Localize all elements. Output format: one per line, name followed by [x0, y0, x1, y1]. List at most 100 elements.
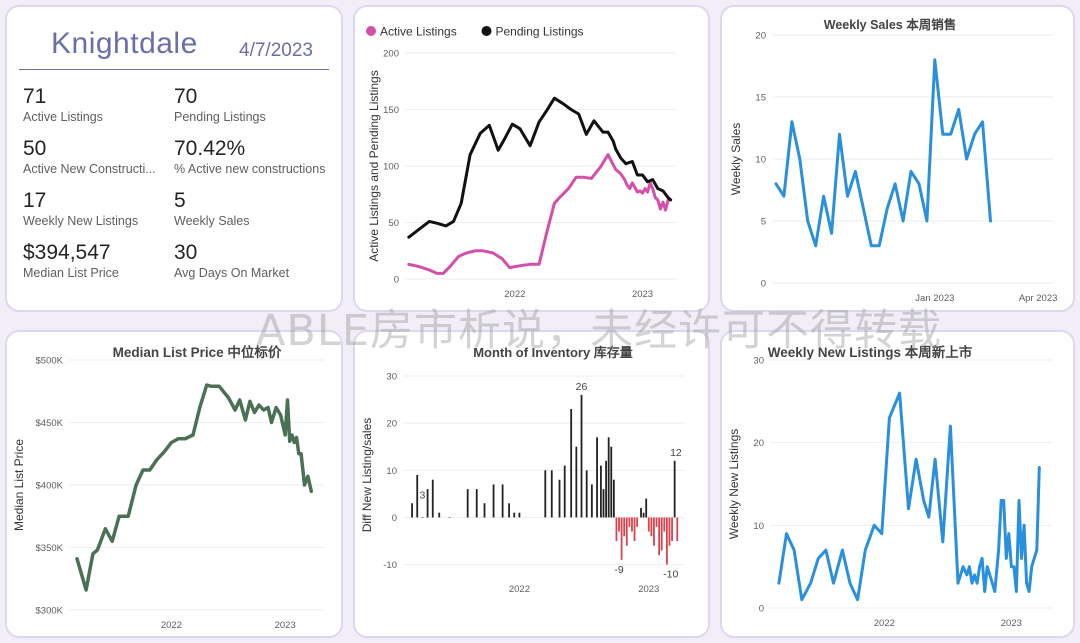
y-axis-label: Weekly Sales [729, 123, 743, 195]
x-tick-label: 2022 [874, 618, 895, 629]
median-price-card: Median List Price 中位标价 $300K $350K $400K $45… [5, 330, 343, 638]
inventory-bar [483, 503, 486, 518]
inventory-bar [580, 394, 583, 518]
y-axis-label: Active Listings and Pending Listings [367, 70, 381, 261]
inventory-bar [438, 512, 441, 518]
inventory-bar [416, 475, 419, 518]
chart-title: Weekly Sales 本周销售 [824, 17, 956, 32]
city-title: Knightdale [51, 27, 198, 60]
x-tick-label: 2022 [509, 584, 530, 595]
inventory-card: Month of Inventory 库存量 -10 0 10 20 30 2022 2023… [353, 330, 710, 638]
inventory-bar [605, 460, 607, 518]
kpi-label: % Active new constructions [174, 162, 326, 176]
y-tick-label: 0 [759, 604, 764, 615]
y-tick-label: 15 [755, 93, 766, 104]
x-tick-label: 2023 [275, 620, 296, 631]
inventory-bar [600, 465, 602, 518]
month-of-inventory-chart: Month of Inventory 库存量 -10 0 10 20 30 2022 2023… [360, 345, 685, 595]
y-tick-label: 100 [383, 162, 399, 173]
y-tick-label: 0 [392, 513, 397, 524]
y-tick-label: $300K [36, 606, 64, 617]
y-tick-label: $400K [36, 481, 64, 492]
inventory-bar [615, 517, 618, 541]
y-axis-label: Diff New Listing/sales [360, 418, 374, 533]
inventory-bar [421, 517, 424, 518]
x-tick-label: 2023 [1001, 618, 1022, 629]
inventory-bar [596, 437, 598, 518]
y-tick-label: 20 [386, 419, 397, 430]
inventory-bar [475, 489, 478, 518]
series-line-pending-listings [407, 96, 673, 239]
series-line-median-list-price [75, 383, 314, 592]
inventory-bar [492, 484, 495, 518]
data-label: 3 [419, 489, 425, 501]
y-tick-label: 5 [761, 217, 766, 228]
kpi-weekly-new-listings: 17 Weekly New Listings [23, 189, 178, 229]
y-tick-label: 10 [386, 466, 397, 477]
y-tick-label: $350K [36, 543, 64, 554]
inventory-bar [658, 517, 661, 556]
inventory-bar [570, 409, 573, 518]
inventory-bar [625, 517, 628, 546]
y-tick-label: -10 [383, 560, 397, 571]
y-tick-label: 0 [394, 275, 399, 286]
kpi-label: Weekly New Listings [23, 214, 139, 228]
chart-title: Month of Inventory 库存量 [473, 345, 633, 360]
new-listings-card: Weekly New Listings 本周新上市 0 10 20 30 2022 2023… [720, 330, 1075, 638]
listings-chart-card: 0 50 100 150 200 2022 2023 Active Listings and … [353, 5, 710, 312]
inventory-bar [612, 479, 615, 518]
kpi-active-listings: 71 Active Listings [23, 85, 178, 125]
inventory-bar [575, 446, 578, 518]
x-tick-label: 2023 [638, 584, 659, 595]
kpi-value: 50 [23, 137, 47, 160]
x-tick-label: Jan 2023 [915, 293, 954, 304]
inventory-bar [640, 508, 642, 518]
kpi-label: Active Listings [23, 110, 103, 124]
kpi-label: Active New Constructi... [23, 162, 156, 176]
inventory-bar [668, 517, 671, 546]
kpi-median-list-price: $394,547 Median List Price [23, 241, 178, 281]
y-axis-label: Median List Price [12, 439, 26, 531]
inventory-bar [673, 460, 676, 518]
inventory-bar [466, 489, 469, 518]
weekly-sales-card: Weekly Sales 本周销售 0 5 10 15 20 Jan 2023 Apr 202… [720, 5, 1075, 312]
inventory-bar [563, 465, 566, 518]
series-line-active-listings [407, 153, 673, 275]
y-tick-label: 30 [386, 372, 397, 383]
inventory-bar [631, 517, 633, 532]
kpi-pct-new-construction: 70.42% % Active new constructions [174, 137, 339, 177]
kpi-label: Pending Listings [174, 110, 266, 124]
inventory-bar [590, 484, 593, 518]
inventory-bar [602, 489, 605, 518]
inventory-bar [620, 517, 623, 560]
inventory-bar [508, 503, 510, 518]
data-label: 26 [576, 381, 588, 393]
y-tick-label: 10 [753, 521, 764, 532]
legend-marker [481, 26, 492, 36]
inventory-bar [518, 512, 521, 518]
inventory-bar [650, 517, 653, 537]
inventory-bar [645, 498, 648, 518]
inventory-bar [665, 517, 668, 565]
inventory-bar [558, 479, 561, 518]
y-tick-label: 10 [755, 155, 766, 166]
active-pending-listings-chart: 0 50 100 150 200 2022 2023 Active Listings and … [366, 25, 677, 300]
inventory-bar [618, 517, 620, 532]
kpi-value: $394,547 [23, 241, 111, 264]
kpi-label: Median List Price [23, 266, 119, 280]
weekly-sales-chart: Weekly Sales 本周销售 0 5 10 15 20 Jan 2023 Apr 202… [729, 17, 1058, 304]
y-tick-label: 150 [383, 105, 399, 116]
inventory-bar [607, 437, 610, 518]
inventory-bar [585, 470, 588, 518]
kpi-weekly-sales: 5 Weekly Sales [174, 189, 329, 229]
inventory-bar [660, 517, 663, 551]
legend-marker [366, 26, 376, 36]
kpi-card: Knightdale 4/7/2023 71 Active Listings 7… [5, 5, 343, 312]
title-divider [19, 69, 329, 70]
series-line-weekly-sales [774, 58, 992, 248]
x-tick-label: Apr 2023 [1019, 293, 1058, 304]
inventory-bar [633, 517, 636, 541]
inventory-bar [676, 517, 679, 541]
weekly-new-listings-chart: Weekly New Listings 本周新上市 0 10 20 30 2022 2023… [727, 344, 1052, 629]
data-label: -10 [663, 569, 678, 581]
